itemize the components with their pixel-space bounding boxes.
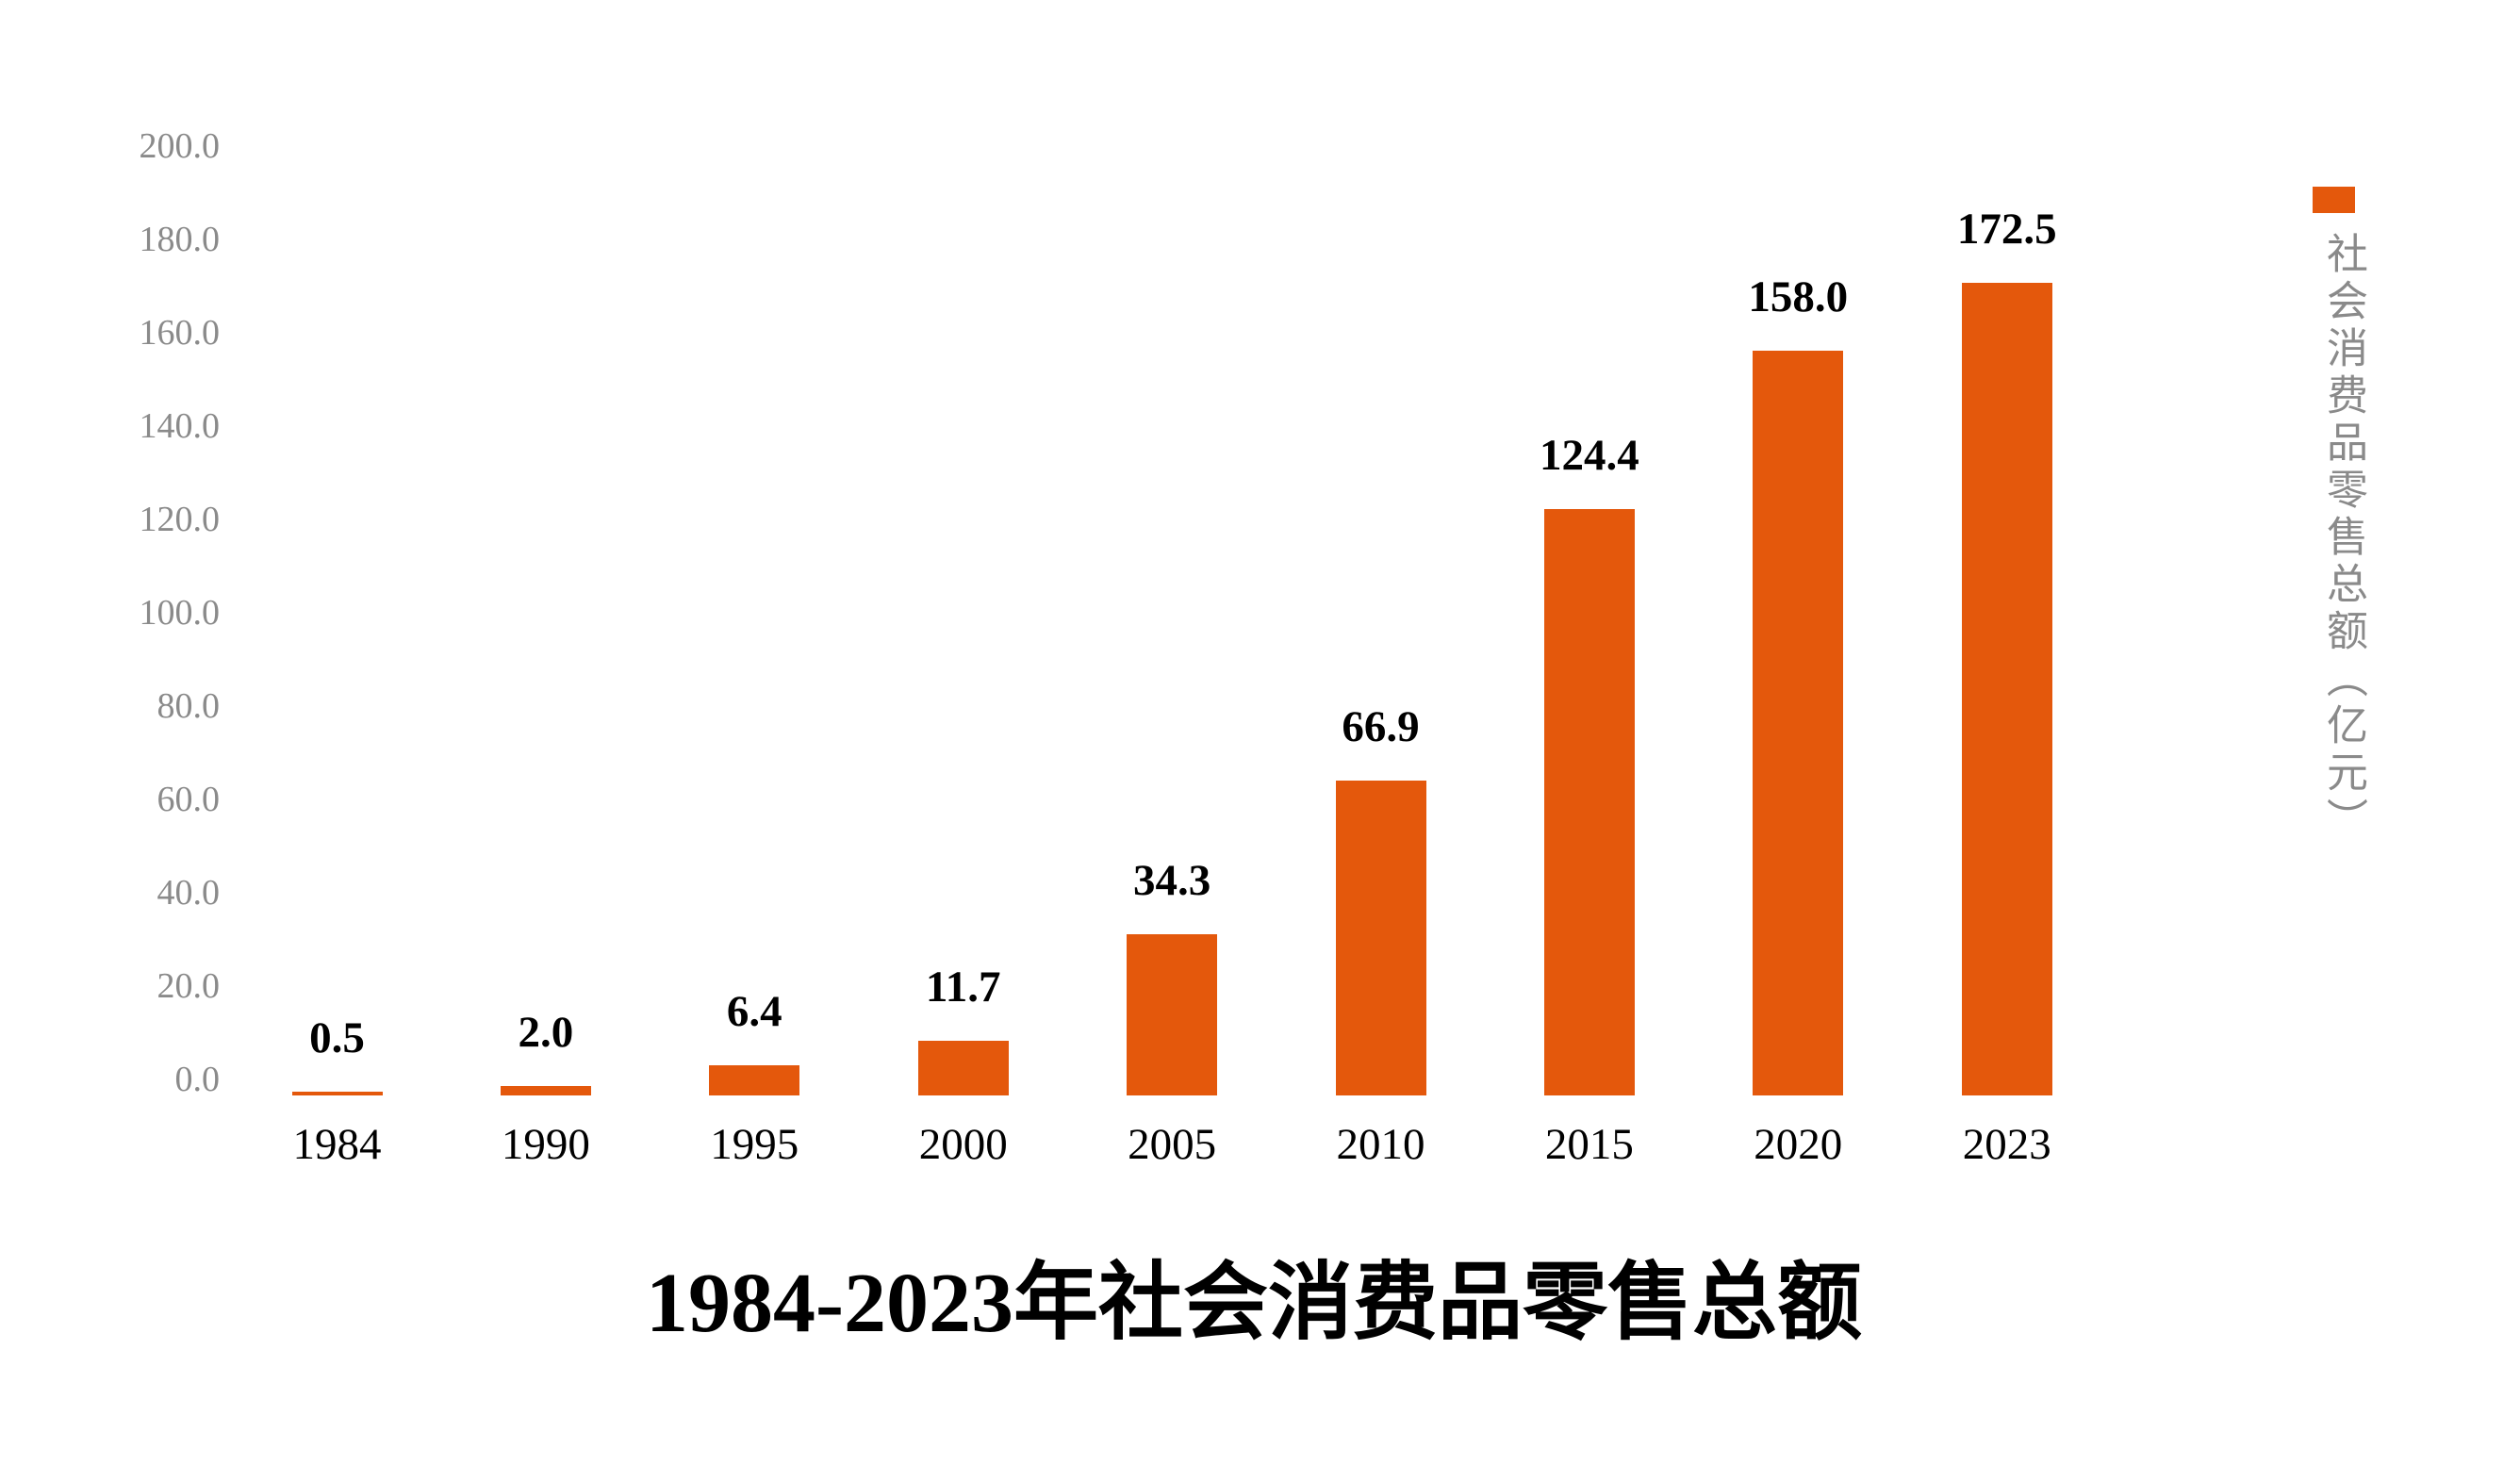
y-axis-tick-label: 20.0 [156, 966, 221, 1006]
x-axis-tick-label: 2005 [1128, 1120, 1217, 1169]
bar [1543, 509, 1635, 1095]
bar [1335, 780, 1426, 1095]
x-axis-tick-label: 2020 [1754, 1120, 1843, 1169]
x-axis-tick-label: 1990 [501, 1120, 590, 1169]
x-axis-tick-label: 2000 [918, 1120, 1008, 1169]
x-axis-tick-label: 1984 [292, 1120, 382, 1169]
y-axis-tick-label: 80.0 [156, 686, 221, 726]
legend-series-label: 社会消费品零售总额（亿元） [2320, 232, 2366, 845]
y-axis-tick-label: 160.0 [139, 313, 221, 353]
y-axis-tick-label: 100.0 [139, 593, 221, 633]
x-axis-tick-label: 2010 [1336, 1120, 1425, 1169]
bar [291, 1092, 383, 1095]
bar-value-label: 66.9 [1342, 701, 1420, 751]
chart-title: 1984-2023年社会消费品零售总额 [646, 1257, 1862, 1350]
legend-swatch [2313, 187, 2355, 213]
bar [917, 1040, 1009, 1095]
y-axis-tick-label: 60.0 [156, 780, 221, 819]
x-axis-tick-label: 2015 [1544, 1120, 1634, 1169]
bar-value-label: 158.0 [1748, 272, 1849, 321]
x-axis-tick-label: 1995 [710, 1120, 799, 1169]
bar [1961, 282, 2052, 1095]
y-axis-tick-label: 140.0 [139, 406, 221, 446]
bar [1127, 933, 1218, 1095]
y-axis-tick-label: 180.0 [139, 220, 221, 259]
y-axis-tick-label: 200.0 [139, 126, 221, 166]
x-axis-tick-label: 2023 [1962, 1120, 2051, 1169]
bar-value-label: 34.3 [1132, 855, 1211, 905]
bar [1753, 351, 1844, 1095]
bar [500, 1086, 591, 1095]
bar-value-label: 0.5 [309, 1013, 365, 1062]
y-axis-tick-label: 0.0 [174, 1060, 221, 1099]
bar-value-label: 172.5 [1956, 204, 2057, 254]
bar [709, 1065, 800, 1095]
bar-value-label: 124.4 [1540, 431, 1639, 480]
y-axis-tick-label: 40.0 [156, 873, 221, 913]
bar-value-label: 6.4 [726, 987, 782, 1036]
bar-value-label: 2.0 [518, 1008, 574, 1057]
y-axis-tick-label: 120.0 [139, 500, 221, 539]
bar-value-label: 11.7 [925, 962, 1001, 1012]
